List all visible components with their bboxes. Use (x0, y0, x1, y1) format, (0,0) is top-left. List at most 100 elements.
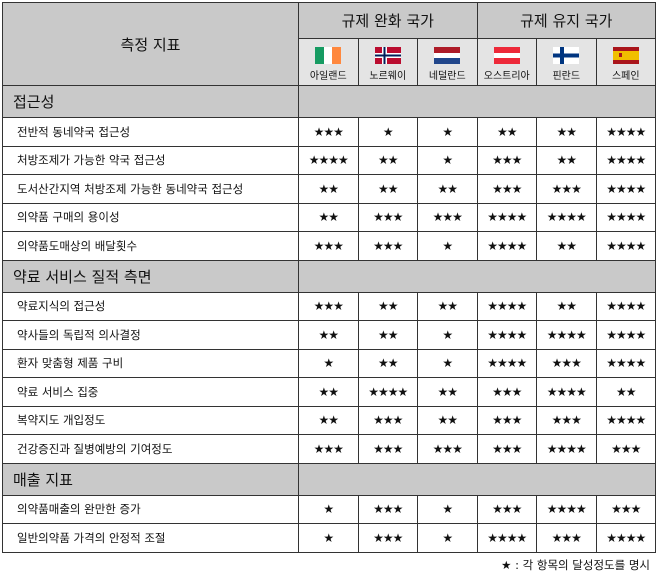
country-name: 네덜란드 (428, 71, 466, 82)
star-rating: ★★★ (476, 377, 537, 407)
star-rating: ★ (298, 494, 359, 524)
star-rating: ★ (298, 523, 359, 553)
metric-header: 측정 지표 (2, 2, 299, 86)
table-row: 의약품 구매의 용이성 ★★ ★★★ ★★★ ★★★★ ★★★★ ★★★★ (2, 202, 656, 232)
metric-label: 의약품도매상의 배달횟수 (2, 231, 299, 261)
star-rating: ★★★★ (476, 523, 537, 553)
star-rating: ★★★ (536, 348, 597, 378)
star-rating: ★★★ (298, 117, 359, 147)
star-rating: ★ (298, 348, 359, 378)
finland-flag-icon (553, 47, 580, 64)
table-row: 약료지식의 접근성 ★★★ ★★ ★★ ★★★★ ★★ ★★★★ (2, 291, 656, 321)
star-rating: ★★★ (536, 523, 597, 553)
star-rating: ★★ (536, 117, 597, 147)
star-rating: ★★★ (357, 231, 418, 261)
star-rating: ★★★ (476, 494, 537, 524)
star-rating: ★★ (357, 291, 418, 321)
star-rating: ★★★★ (298, 145, 359, 175)
austria-flag-icon (493, 47, 520, 64)
star-rating: ★★ (536, 231, 597, 261)
section-filler (298, 462, 656, 496)
star-rating: ★★★ (417, 202, 478, 232)
star-rating: ★★ (536, 291, 597, 321)
star-rating: ★★★ (476, 434, 537, 464)
star-rating: ★★★ (298, 291, 359, 321)
star-rating: ★★★★ (476, 202, 537, 232)
section-row: 매출 지표 (2, 462, 656, 496)
star-rating: ★★★ (595, 494, 656, 524)
table-row: 처방조제가 가능한 약국 접근성 ★★★★ ★★ ★ ★★★ ★★ ★★★★ (2, 145, 656, 175)
ireland-flag-icon (315, 47, 342, 64)
star-rating: ★★★★ (536, 202, 597, 232)
star-rating: ★★ (357, 320, 418, 350)
star-rating: ★★★ (476, 145, 537, 175)
star-rating: ★ (417, 320, 478, 350)
country-name: 아일랜드 (309, 71, 347, 82)
metric-label: 처방조제가 가능한 약국 접근성 (2, 145, 299, 175)
star-rating: ★★★★ (536, 494, 597, 524)
table-row: 일반의약품 가격의 안정적 조절 ★ ★★★ ★ ★★★★ ★★★ ★★★★ (2, 523, 656, 553)
star-rating: ★★★★ (595, 231, 656, 261)
table-row: 의약품매출의 완만한 증가 ★ ★★★ ★ ★★★ ★★★★ ★★★ (2, 494, 656, 524)
star-rating: ★ (417, 494, 478, 524)
star-rating: ★ (417, 231, 478, 261)
star-rating: ★★★★ (357, 377, 418, 407)
star-rating: ★★★ (357, 494, 418, 524)
country-header: 핀란드 (536, 38, 597, 86)
table-row: 건강증진과 질병예방의 기여정도 ★★★ ★★★ ★★★ ★★★ ★★★★ ★★★ (2, 434, 656, 464)
country-header: 스페인 (595, 38, 656, 86)
country-name: 스페인 (611, 71, 640, 82)
star-rating: ★★★ (357, 202, 418, 232)
star-rating: ★★★★ (476, 291, 537, 321)
star-rating: ★★★★ (595, 174, 656, 204)
metric-label: 의약품매출의 완만한 증가 (2, 494, 299, 524)
star-rating: ★★★★ (476, 231, 537, 261)
star-rating: ★ (417, 117, 478, 147)
section-filler (298, 259, 656, 293)
star-rating: ★★ (536, 145, 597, 175)
star-rating: ★★★★ (595, 117, 656, 147)
star-rating: ★★ (417, 174, 478, 204)
metric-label: 건강증진과 질병예방의 기여정도 (2, 434, 299, 464)
metric-label: 복약지도 개입정도 (2, 405, 299, 435)
metric-label: 환자 맞춤형 제품 구비 (2, 348, 299, 378)
star-rating: ★★★ (357, 405, 418, 435)
star-rating: ★★ (357, 145, 418, 175)
country-header: 네덜란드 (417, 38, 478, 86)
star-rating: ★★★★ (595, 320, 656, 350)
section-filler (298, 85, 656, 118)
metric-label: 약료지식의 접근성 (2, 291, 299, 321)
metric-label: 약사들의 독립적 의사결정 (2, 320, 299, 350)
country-header: 오스트리아 (476, 38, 537, 86)
star-rating: ★★ (298, 320, 359, 350)
metric-label: 일반의약품 가격의 안정적 조절 (2, 523, 299, 553)
star-rating: ★★ (298, 202, 359, 232)
table-row: 복약지도 개입정도 ★★ ★★★ ★★ ★★★ ★★★ ★★★★ (2, 405, 656, 435)
star-rating: ★★★ (476, 174, 537, 204)
star-rating: ★★ (476, 117, 537, 147)
star-rating: ★★ (298, 405, 359, 435)
star-rating: ★★★★ (595, 145, 656, 175)
star-rating: ★★★★ (536, 434, 597, 464)
group-relaxed-header: 규제 완화 국가 (298, 2, 478, 39)
table-row: 환자 맞춤형 제품 구비 ★ ★★ ★ ★★★★ ★★★ ★★★★ (2, 348, 656, 378)
star-rating: ★ (417, 523, 478, 553)
section-row: 접근성 (2, 85, 656, 118)
country-name: 오스트리아 (483, 71, 530, 82)
star-rating: ★★ (357, 348, 418, 378)
star-rating: ★★ (417, 377, 478, 407)
country-header: 아일랜드 (298, 38, 359, 86)
metric-label: 의약품 구매의 용이성 (2, 202, 299, 232)
table-row: 약료 서비스 집중 ★★ ★★★★ ★★ ★★★ ★★★★ ★★ (2, 377, 656, 407)
star-rating: ★★★ (357, 523, 418, 553)
star-rating: ★★★ (417, 434, 478, 464)
star-rating: ★★★★ (476, 320, 537, 350)
table-row: 약사들의 독립적 의사결정 ★★ ★★ ★ ★★★★ ★★★★ ★★★★ (2, 320, 656, 350)
star-rating: ★★★★ (476, 348, 537, 378)
star-rating: ★★★ (298, 231, 359, 261)
star-rating: ★★★★ (595, 405, 656, 435)
star-rating: ★★★ (357, 434, 418, 464)
section-title: 접근성 (2, 85, 299, 118)
star-rating: ★★★★ (595, 523, 656, 553)
netherlands-flag-icon (434, 47, 461, 64)
